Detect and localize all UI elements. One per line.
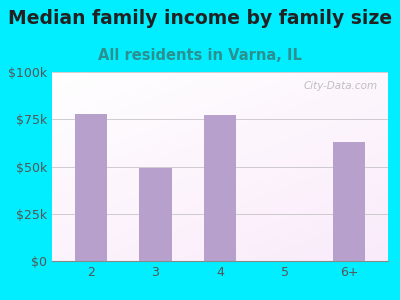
Text: Median family income by family size: Median family income by family size xyxy=(8,9,392,28)
Text: All residents in Varna, IL: All residents in Varna, IL xyxy=(98,48,302,63)
Bar xyxy=(75,114,107,261)
Bar xyxy=(139,168,172,261)
Bar xyxy=(204,116,236,261)
Bar xyxy=(333,142,365,261)
Text: City-Data.com: City-Data.com xyxy=(304,81,378,92)
Bar xyxy=(204,116,236,261)
Bar xyxy=(75,114,107,261)
Bar xyxy=(139,168,172,261)
Bar xyxy=(333,142,365,261)
